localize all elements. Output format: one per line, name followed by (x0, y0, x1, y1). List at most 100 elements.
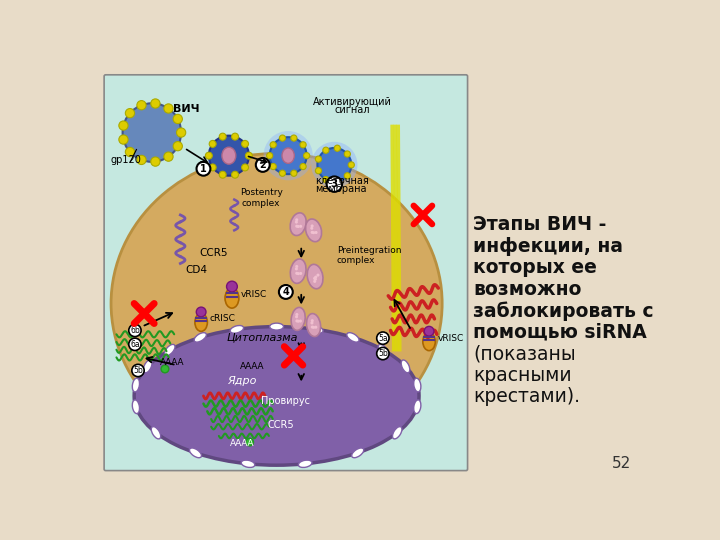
Circle shape (264, 131, 312, 180)
Circle shape (125, 147, 135, 157)
Circle shape (424, 326, 434, 336)
Circle shape (315, 167, 322, 174)
Circle shape (327, 177, 342, 192)
Ellipse shape (392, 427, 402, 439)
Circle shape (300, 164, 306, 170)
Text: сигнал: сигнал (334, 105, 370, 116)
Circle shape (310, 227, 313, 230)
Circle shape (291, 135, 297, 141)
Circle shape (173, 141, 182, 151)
Circle shape (119, 121, 128, 130)
Circle shape (129, 325, 141, 336)
Circle shape (313, 277, 316, 280)
Circle shape (318, 148, 351, 182)
Text: мембрана: мембрана (315, 184, 366, 194)
Circle shape (323, 177, 329, 183)
Ellipse shape (194, 333, 207, 342)
Circle shape (299, 225, 302, 228)
Text: 1: 1 (200, 164, 207, 174)
Circle shape (197, 307, 206, 317)
Text: Этапы ВИЧ -: Этапы ВИЧ - (473, 215, 606, 234)
Circle shape (137, 156, 146, 165)
Circle shape (219, 133, 226, 140)
Ellipse shape (298, 460, 312, 468)
Ellipse shape (291, 307, 305, 330)
Circle shape (334, 179, 341, 185)
Circle shape (137, 100, 146, 110)
Circle shape (315, 156, 322, 162)
Ellipse shape (230, 326, 243, 333)
Ellipse shape (414, 378, 421, 392)
Circle shape (227, 281, 238, 292)
Circle shape (232, 171, 238, 178)
Circle shape (242, 164, 248, 171)
Circle shape (315, 231, 318, 234)
Circle shape (129, 338, 141, 350)
Circle shape (270, 141, 276, 148)
Text: 3: 3 (330, 179, 338, 189)
Text: 5b: 5b (378, 349, 388, 358)
Circle shape (334, 145, 341, 151)
Ellipse shape (282, 148, 294, 164)
Circle shape (377, 347, 389, 360)
Circle shape (323, 147, 329, 153)
Ellipse shape (225, 288, 239, 308)
Text: помощью siRNA: помощью siRNA (473, 323, 647, 342)
Ellipse shape (347, 333, 359, 342)
Ellipse shape (307, 314, 320, 336)
Ellipse shape (164, 345, 175, 356)
Ellipse shape (189, 448, 202, 458)
Text: vRISC: vRISC (241, 290, 267, 299)
Circle shape (295, 218, 298, 221)
Circle shape (210, 140, 216, 147)
Text: ССR5: ССR5 (267, 420, 294, 430)
Circle shape (279, 170, 286, 177)
Circle shape (311, 142, 357, 188)
Text: 5a: 5a (378, 334, 387, 343)
Circle shape (256, 158, 270, 172)
Ellipse shape (111, 153, 442, 454)
Circle shape (125, 109, 135, 118)
Circle shape (295, 315, 298, 318)
Circle shape (164, 152, 173, 161)
Circle shape (132, 364, 144, 377)
Circle shape (176, 128, 186, 137)
Circle shape (311, 326, 314, 329)
Circle shape (310, 231, 314, 234)
Ellipse shape (414, 400, 421, 414)
Circle shape (297, 272, 300, 275)
Text: клеточная: клеточная (315, 176, 369, 186)
Circle shape (266, 153, 273, 159)
Circle shape (150, 99, 160, 108)
Circle shape (344, 151, 351, 157)
Circle shape (297, 225, 300, 228)
Circle shape (205, 152, 212, 159)
Ellipse shape (423, 333, 436, 350)
Ellipse shape (290, 259, 306, 284)
Text: 6b: 6b (130, 326, 140, 335)
Circle shape (219, 171, 226, 178)
Circle shape (173, 114, 182, 124)
Text: CD4: CD4 (186, 265, 208, 275)
Text: 4: 4 (282, 287, 289, 297)
Text: 5b: 5b (133, 366, 143, 375)
Circle shape (295, 272, 298, 275)
Text: Postentry
complex: Postentry complex (240, 188, 283, 208)
Circle shape (295, 225, 298, 228)
Circle shape (197, 162, 210, 176)
Circle shape (377, 332, 389, 345)
Ellipse shape (195, 313, 207, 332)
Circle shape (209, 136, 249, 176)
Circle shape (310, 321, 313, 325)
Text: которых ее: которых ее (473, 258, 597, 277)
Circle shape (232, 133, 238, 140)
Ellipse shape (222, 147, 235, 164)
Circle shape (242, 140, 248, 147)
Circle shape (300, 141, 306, 148)
Text: красными: красными (473, 366, 572, 385)
Text: (показаны: (показаны (473, 345, 575, 363)
Circle shape (313, 280, 316, 283)
Ellipse shape (151, 427, 161, 439)
Circle shape (295, 319, 298, 322)
Ellipse shape (378, 345, 389, 356)
